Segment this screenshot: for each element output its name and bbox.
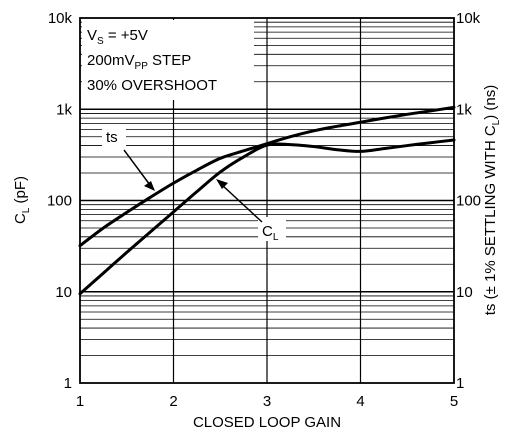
y-tick-label-right: 10k	[456, 10, 481, 27]
ts-label-bg	[102, 127, 126, 147]
cl-label-bg	[258, 217, 286, 241]
ts-arrow-head	[144, 181, 155, 191]
condition-2-main: 200mV	[87, 52, 135, 69]
cl-label-sub: L	[273, 232, 279, 243]
grid	[80, 18, 454, 383]
condition-2-sub: PP	[135, 61, 149, 72]
condition-2-rest: STEP	[148, 52, 191, 69]
condition-line-3: 30% OVERSHOOT	[87, 77, 217, 94]
x-ticks: 1 2 3 4 5	[76, 393, 458, 410]
cl-label: CL	[262, 223, 279, 243]
condition-1-main: V	[87, 27, 97, 44]
series-line-cl	[78, 138, 456, 296]
cl-arrow-head	[216, 179, 228, 189]
y-tick-label-left: 10k	[48, 10, 73, 27]
y-ticks-right: 1 10 100 1k 10k	[456, 10, 481, 392]
ts-label: ts	[106, 129, 118, 146]
x-tick-label: 5	[450, 393, 458, 410]
conditions-box	[82, 20, 254, 100]
x-axis-title: CLOSED LOOP GAIN	[193, 414, 341, 431]
y-tick-label-left: 100	[47, 193, 72, 210]
cl-label-main: C	[262, 223, 273, 240]
condition-3-main: 30% OVERSHOOT	[87, 77, 217, 94]
y-tick-label-left: 10	[55, 284, 72, 301]
cl-arrow-line	[220, 183, 263, 223]
y-tick-label-right: 1	[456, 375, 464, 392]
y-tick-label-right: 1k	[456, 101, 472, 118]
ts-arrow-line	[123, 149, 151, 186]
condition-1-sub: S	[97, 36, 104, 47]
y-tick-label-left: 1k	[56, 101, 72, 118]
x-tick-label: 1	[76, 393, 84, 410]
x-tick-label: 3	[263, 393, 271, 410]
y-axis-title-right: ts (± 1% SETTLING WITH CL) (ns)	[482, 85, 502, 315]
x-tick-label: 2	[169, 393, 177, 410]
y-ticks-left: 1 10 100 1k 10k	[47, 10, 73, 392]
condition-line-1: VS = +5V	[87, 27, 148, 47]
condition-1-rest: = +5V	[104, 27, 148, 44]
y-axis-title-left: CL (pF)	[12, 176, 32, 224]
plot-frame	[79, 17, 455, 384]
condition-line-2: 200mVPP STEP	[87, 52, 191, 72]
y-tick-label-left: 1	[64, 375, 72, 392]
x-tick-label: 4	[356, 393, 364, 410]
y-tick-label-right: 100	[456, 193, 481, 210]
series-group	[78, 105, 456, 296]
y-tick-label-right: 10	[456, 284, 473, 301]
